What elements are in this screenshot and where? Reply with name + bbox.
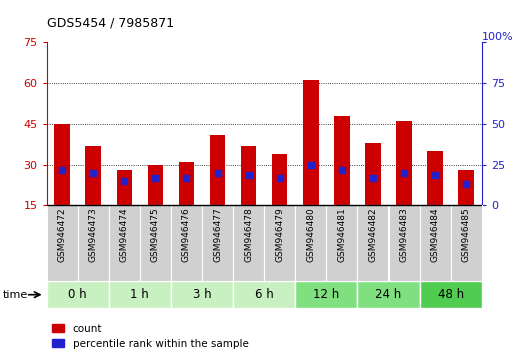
- Bar: [210, 135, 225, 205]
- Text: GSM946473: GSM946473: [89, 207, 98, 262]
- Text: 100%: 100%: [482, 33, 513, 42]
- Bar: [357, 205, 388, 281]
- Bar: [365, 143, 381, 205]
- Bar: [241, 145, 256, 205]
- Bar: [357, 281, 420, 308]
- Bar: [295, 205, 326, 281]
- Bar: [140, 205, 171, 281]
- Text: 24 h: 24 h: [376, 288, 401, 301]
- Bar: [427, 151, 443, 205]
- Text: GSM946481: GSM946481: [337, 207, 347, 262]
- Bar: [233, 281, 295, 308]
- Bar: [47, 281, 109, 308]
- Bar: [326, 205, 357, 281]
- Bar: [171, 281, 233, 308]
- Text: GSM946478: GSM946478: [244, 207, 253, 262]
- Bar: [295, 281, 357, 308]
- Bar: [451, 205, 482, 281]
- Text: 0 h: 0 h: [68, 288, 87, 301]
- Bar: [396, 121, 412, 205]
- Bar: [54, 124, 70, 205]
- Text: GSM946480: GSM946480: [306, 207, 315, 262]
- Bar: [179, 162, 194, 205]
- Text: GSM946475: GSM946475: [151, 207, 160, 262]
- Bar: [420, 205, 451, 281]
- Text: GDS5454 / 7985871: GDS5454 / 7985871: [47, 16, 174, 29]
- Bar: [420, 281, 482, 308]
- Text: GSM946483: GSM946483: [399, 207, 409, 262]
- Text: 12 h: 12 h: [313, 288, 339, 301]
- Text: 1 h: 1 h: [131, 288, 149, 301]
- Bar: [47, 205, 78, 281]
- Text: 48 h: 48 h: [438, 288, 464, 301]
- Bar: [85, 145, 101, 205]
- Text: GSM946485: GSM946485: [462, 207, 471, 262]
- Bar: [148, 165, 163, 205]
- Text: GSM946477: GSM946477: [213, 207, 222, 262]
- Text: GSM946472: GSM946472: [57, 207, 67, 262]
- Text: GSM946474: GSM946474: [120, 207, 129, 262]
- Text: GSM946476: GSM946476: [182, 207, 191, 262]
- Bar: [388, 205, 420, 281]
- Bar: [78, 205, 109, 281]
- Bar: [334, 116, 350, 205]
- Bar: [233, 205, 264, 281]
- Bar: [272, 154, 287, 205]
- Bar: [109, 281, 171, 308]
- Text: 3 h: 3 h: [193, 288, 211, 301]
- Bar: [303, 80, 319, 205]
- Bar: [117, 170, 132, 205]
- Bar: [171, 205, 202, 281]
- Legend: count, percentile rank within the sample: count, percentile rank within the sample: [52, 324, 249, 349]
- Text: 6 h: 6 h: [255, 288, 274, 301]
- Text: GSM946482: GSM946482: [368, 207, 378, 262]
- Bar: [264, 205, 295, 281]
- Text: time: time: [3, 290, 28, 300]
- Text: GSM946484: GSM946484: [430, 207, 440, 262]
- Bar: [109, 205, 140, 281]
- Bar: [458, 170, 474, 205]
- Text: GSM946479: GSM946479: [275, 207, 284, 262]
- Bar: [202, 205, 233, 281]
